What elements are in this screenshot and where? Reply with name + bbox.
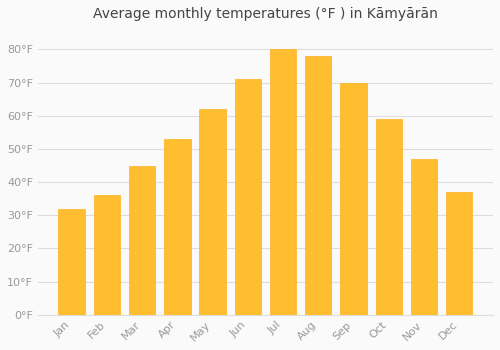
Bar xyxy=(410,159,437,315)
Bar xyxy=(58,209,85,315)
Bar xyxy=(305,56,332,315)
Bar xyxy=(164,139,190,315)
Bar xyxy=(94,195,120,315)
Bar xyxy=(340,83,366,315)
Bar xyxy=(376,119,402,315)
Bar xyxy=(446,192,472,315)
Bar xyxy=(200,109,226,315)
Bar xyxy=(270,49,296,315)
Title: Average monthly temperatures (°F ) in Kāmyārān: Average monthly temperatures (°F ) in Kā… xyxy=(93,7,438,21)
Bar xyxy=(234,79,261,315)
Bar xyxy=(129,166,156,315)
